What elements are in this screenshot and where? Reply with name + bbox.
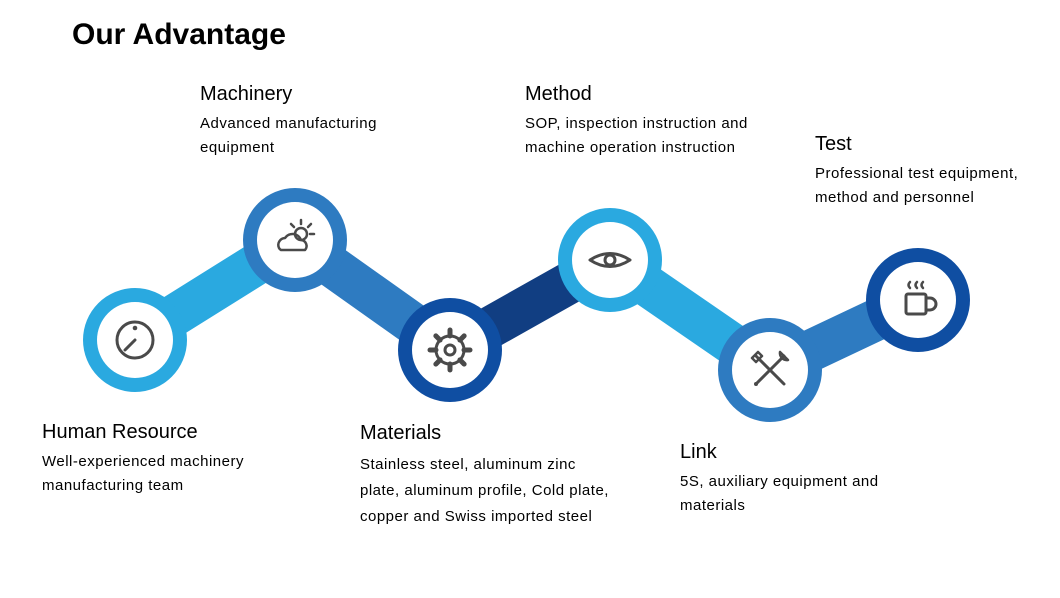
item-heading: Machinery [200, 82, 450, 106]
item-desc: Stainless steel, aluminum zinc plate, al… [360, 452, 610, 530]
item-desc: Well-experienced machinery manufacturing… [42, 450, 282, 498]
node-n2 [243, 188, 347, 292]
node-n4 [558, 208, 662, 312]
node-n1 [83, 288, 187, 392]
item-heading: Materials [360, 420, 610, 446]
item-desc: Advanced manufacturing equipment [200, 112, 450, 160]
item-method: Method SOP, inspection instruction and m… [525, 82, 775, 160]
item-machinery: Machinery Advanced manufacturing equipme… [200, 82, 450, 160]
item-heading: Test [815, 132, 1055, 156]
node-n5 [718, 318, 822, 422]
item-desc: SOP, inspection instruction and machine … [525, 112, 775, 160]
item-materials: Materials Stainless steel, aluminum zinc… [360, 420, 610, 530]
item-heading: Human Resource [42, 420, 282, 444]
node-n3 [398, 298, 502, 402]
item-heading: Link [680, 440, 920, 464]
item-link: Link 5S, auxiliary equipment and materia… [680, 440, 920, 518]
item-desc: Professional test equipment, method and … [815, 162, 1055, 210]
item-desc: 5S, auxiliary equipment and materials [680, 470, 920, 518]
node-n6 [866, 248, 970, 352]
item-test: Test Professional test equipment, method… [815, 132, 1055, 210]
item-heading: Method [525, 82, 775, 106]
infographic-stage: Our Advantage [0, 0, 1060, 598]
item-human-resource: Human Resource Well-experienced machiner… [42, 420, 282, 498]
